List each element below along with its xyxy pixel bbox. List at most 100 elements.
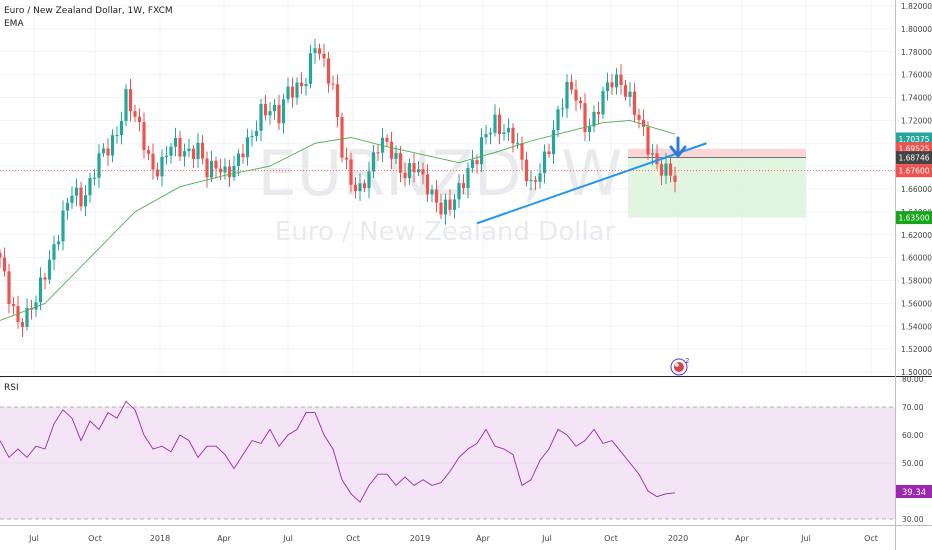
trendline[interactable] [476, 142, 707, 225]
candle-body [623, 84, 628, 97]
candle-body [299, 82, 304, 87]
candle-body [457, 183, 461, 200]
candle-body [106, 148, 110, 156]
price-badge [896, 211, 932, 225]
rsi-current-value: 39.34 [902, 488, 926, 498]
candle-body [560, 108, 565, 110]
time-axis[interactable]: Jul Oct 2018 Apr Jul Oct 2019 Apr Jul Oct 2020 Apr J… [28, 534, 878, 543]
candle-body [0, 253, 2, 258]
candle-body [326, 58, 331, 84]
candle-body [65, 202, 70, 211]
candle-body [583, 103, 587, 133]
candle-body [214, 160, 218, 169]
candle-body [511, 127, 515, 144]
price-tick-label: 1.60000 [901, 254, 932, 263]
rsi-label[interactable]: RSI [4, 383, 19, 393]
time-tick-label: Oct [864, 534, 878, 543]
symbol-title[interactable]: Euro / New Zealand Dollar, 1W, FXCM [4, 6, 173, 16]
candle-body [124, 89, 128, 121]
candle-body [115, 135, 119, 137]
candle-body [443, 199, 448, 215]
candle-body [425, 174, 430, 195]
price-tick-label: 1.52000 [901, 345, 932, 354]
price-axis[interactable]: 1.82000 1.80000 1.78000 1.76000 1.74000 1.720… [901, 2, 932, 377]
candle-body [515, 143, 520, 145]
price-badge-label: 1.63500 [898, 214, 929, 223]
candle-body [466, 168, 470, 189]
candle-body [484, 134, 488, 138]
candle-body [601, 90, 605, 115]
tradingview-logo-icon[interactable]: 2 [670, 357, 689, 376]
candle-body [371, 152, 376, 172]
time-tick-label: Apr [217, 534, 232, 543]
price-tick-label: 1.72000 [901, 116, 932, 125]
candle-body [290, 86, 295, 98]
candle-body [470, 160, 475, 169]
rsi-tick-label: 30.00 [902, 515, 924, 524]
candle-body [421, 169, 425, 175]
stop-loss-zone [628, 148, 806, 158]
time-tick-label: Oct [88, 534, 102, 543]
price-tick-label: 1.76000 [901, 71, 932, 80]
candle-body [578, 100, 583, 104]
candle-body [169, 146, 173, 156]
candle-body [43, 277, 47, 280]
price-badge [896, 151, 932, 165]
candle-body [434, 189, 439, 203]
candle-body [497, 114, 502, 135]
price-tick-label: 1.56000 [901, 299, 932, 308]
candle-body [187, 148, 191, 152]
candle-body [133, 111, 137, 117]
ema-line [0, 119, 676, 321]
position-zones[interactable] [628, 148, 806, 218]
rsi-tick-label: 60.00 [902, 431, 924, 440]
candle-body [353, 184, 358, 192]
candle-body [542, 151, 547, 174]
candle-body [646, 126, 650, 155]
price-tick-label: 1.74000 [901, 94, 932, 103]
candle-body [596, 111, 601, 115]
candle-body [205, 158, 209, 178]
indicator-label[interactable]: EMA [4, 19, 24, 29]
candle-body [160, 157, 164, 177]
time-tick-label: Oct [604, 534, 618, 543]
candle-body [173, 137, 178, 147]
price-tick-label: 1.80000 [901, 25, 932, 34]
candle-body [268, 111, 272, 116]
candle-body [565, 81, 569, 109]
candle-body [502, 132, 506, 135]
candle-body [587, 126, 592, 133]
candle-body [272, 104, 277, 112]
candle-body [47, 259, 52, 280]
candle-body [146, 150, 151, 154]
watermark-ticker: EURNZD, W [258, 137, 623, 210]
candle-body [61, 210, 65, 242]
candle-body [20, 322, 25, 327]
candle-body [403, 172, 407, 179]
arrow-down-icon[interactable] [669, 136, 687, 158]
candle-body [182, 151, 187, 157]
time-tick-label: Apr [476, 534, 491, 543]
candle-body [7, 271, 11, 305]
candle-body [533, 180, 538, 182]
candle-body [488, 132, 493, 135]
candle-body [2, 257, 7, 272]
time-tick-label: Oct [346, 534, 360, 543]
price-tick-label: 1.82000 [901, 2, 932, 11]
candle-body [344, 157, 349, 160]
price-pane[interactable]: EURNZD, W Euro / New Zealand Dollar 2 [0, 0, 895, 376]
candle-body [389, 141, 394, 159]
candle-body [430, 189, 434, 195]
candle-body [209, 160, 214, 178]
candle-body [74, 187, 79, 196]
candle-body [461, 183, 466, 189]
candle-body [412, 163, 416, 173]
candle-body [610, 82, 614, 88]
candle-body [178, 137, 182, 157]
candle-body [614, 74, 619, 88]
rsi-pane[interactable]: RSI [0, 383, 895, 520]
candle-body [664, 163, 668, 176]
candle-body [362, 183, 367, 189]
